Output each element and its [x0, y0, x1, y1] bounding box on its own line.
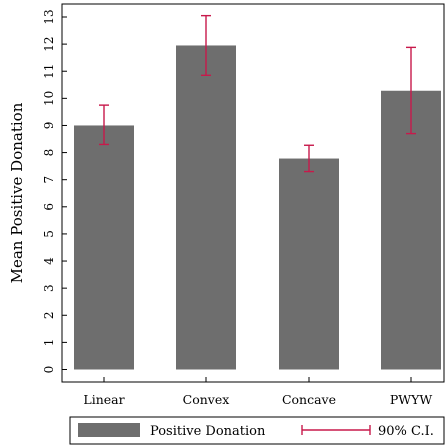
- legend-label-bar: Positive Donation: [150, 424, 266, 439]
- x-tick-label-convex: Convex: [183, 392, 230, 407]
- bar-concave: [279, 158, 339, 370]
- y-tick-label: 3: [42, 284, 56, 292]
- y-tick-label: 5: [42, 230, 56, 238]
- y-tick-label: 2: [42, 311, 56, 319]
- y-tick-label: 4: [42, 257, 56, 265]
- legend: Positive Donation 90% C.I.: [69, 416, 445, 445]
- x-tick-label-linear: Linear: [83, 392, 124, 407]
- y-tick-label: 8: [42, 149, 56, 157]
- bar-convex: [176, 45, 236, 370]
- y-tick-label: 13: [42, 9, 56, 24]
- legend-box: [69, 416, 445, 445]
- y-tick-label: 11: [42, 64, 56, 79]
- y-tick-label: 10: [42, 91, 56, 106]
- legend-swatch-errorbar: [301, 425, 371, 435]
- error-bar-concave: [304, 144, 314, 173]
- legend-swatch-bar: [78, 423, 140, 437]
- y-tick-label: 12: [42, 36, 56, 51]
- y-tick-label: 1: [42, 339, 56, 347]
- x-tick-label-pwyw: PWYW: [390, 392, 433, 407]
- bar-pwyw: [381, 90, 441, 370]
- y-tick-label: 7: [42, 176, 56, 184]
- y-axis-label: Mean Positive Donation: [8, 102, 26, 283]
- x-axis: Linear Convex Concave PWYW: [83, 377, 432, 407]
- bars: [74, 45, 441, 370]
- error-bars: [99, 14, 416, 173]
- x-tick-label-concave: Concave: [282, 392, 336, 407]
- legend-label-errorbar: 90% C.I.: [378, 424, 434, 439]
- error-bar-linear: [99, 104, 109, 146]
- plot-frame: [61, 3, 445, 383]
- y-tick-label: 0: [42, 366, 56, 374]
- y-tick-label: 6: [42, 203, 56, 211]
- y-tick-label: 9: [42, 122, 56, 130]
- error-bar-pwyw: [406, 46, 416, 135]
- bar-linear: [74, 125, 134, 370]
- error-bar-convex: [201, 14, 211, 76]
